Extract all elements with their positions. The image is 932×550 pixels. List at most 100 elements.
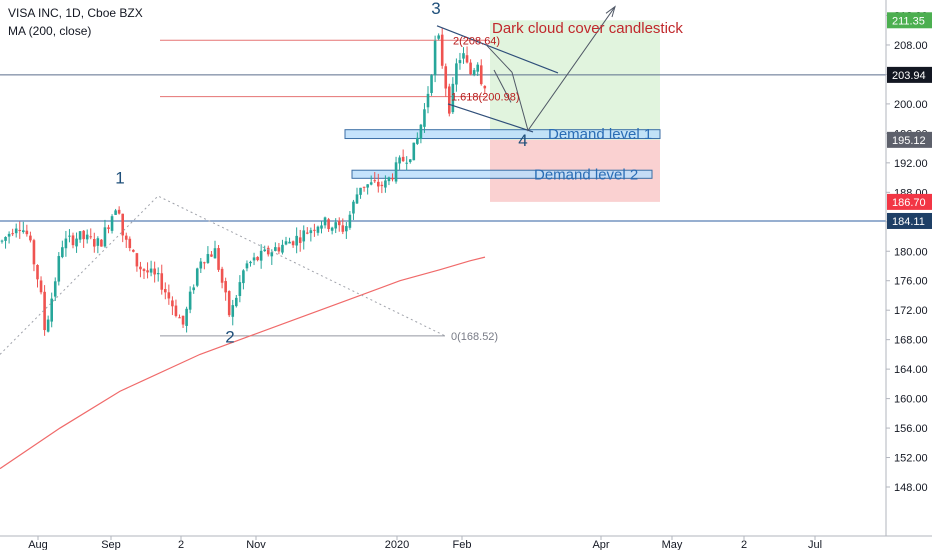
candle-body (61, 247, 64, 258)
wedge-upper-line (436, 25, 559, 74)
candle-body (210, 254, 213, 257)
candle-body (7, 233, 11, 237)
ma200-line (0, 256, 486, 470)
candle-body (309, 230, 313, 234)
candle-body (430, 75, 433, 93)
candle-body (156, 273, 160, 275)
candle-body (462, 53, 465, 59)
candle-body (192, 287, 195, 291)
candle-body (291, 241, 295, 246)
candle-body (14, 228, 18, 234)
time-tick-label: Apr (592, 539, 609, 550)
time-tick-label: Jul (808, 539, 822, 550)
candle-body (451, 83, 455, 113)
candle-body (153, 268, 156, 275)
candle-body (213, 248, 217, 259)
price-tick-label: 180.00 (894, 246, 928, 258)
price-badge-level (887, 212, 932, 229)
candle-body (380, 184, 384, 187)
candle-body (100, 239, 103, 247)
candle-body (408, 159, 412, 163)
candle-body (224, 281, 227, 293)
chart-symbol-title: VISA INC, 1D, Cboe BZX (8, 6, 143, 20)
candle-body (227, 291, 231, 316)
price-badge-target (887, 12, 932, 29)
candle-body (171, 300, 174, 307)
price-tick-label: 152.00 (894, 453, 928, 465)
candle-body (259, 250, 263, 261)
time-tick-label: Nov (246, 539, 266, 550)
price-badge-label-target: 211.35 (892, 15, 925, 27)
candle-body (238, 282, 242, 296)
candle-body (242, 270, 245, 284)
demand-zone-2[interactable] (351, 169, 653, 179)
projection-path (486, 6, 616, 132)
demand-zone-label-1: Demand level 1 (548, 126, 652, 143)
fib-label-0: 2(208.64) (453, 35, 500, 47)
candle-body (366, 184, 369, 188)
candle-body (96, 238, 100, 246)
candle-body (57, 256, 61, 282)
candle-body (114, 210, 117, 215)
wave-label-1: 1 (115, 168, 124, 187)
candle-body (345, 226, 348, 232)
price-tick-label: 160.00 (894, 394, 928, 406)
candle-body (164, 289, 167, 293)
time-tick-label: Sep (101, 539, 121, 550)
demand-zone-1[interactable] (344, 129, 661, 140)
candle-body (89, 236, 93, 238)
price-tick-label: 156.00 (894, 423, 928, 435)
candle-body (85, 234, 89, 240)
target-zone (490, 20, 660, 140)
candle-body (277, 247, 281, 252)
candle-body (103, 227, 107, 247)
candle-body (334, 222, 337, 229)
candle-body (341, 225, 345, 232)
candle-body (302, 230, 306, 242)
candle-body (178, 317, 181, 319)
candle-body (68, 235, 71, 237)
time-tick-label: Feb (453, 539, 472, 550)
candle-body (373, 180, 377, 182)
demand-zone-label-2: Demand level 2 (534, 166, 638, 183)
candle-body (185, 308, 188, 326)
candle-body (288, 241, 291, 244)
candle-body (36, 264, 39, 280)
candle-body (124, 235, 128, 240)
candle-body (160, 273, 164, 290)
candle-body (135, 253, 139, 267)
candle-body (274, 247, 277, 251)
price-badge-label-current: 203.94 (892, 70, 926, 82)
candle-body (174, 305, 178, 316)
price-axis: 148.00 152.00 156.00 160.00 164.00 168.00 172.… (885, 0, 932, 536)
candle-body (327, 219, 330, 230)
price-badge-label-demand: 195.12 (892, 135, 926, 147)
price-tick-label: 200.00 (894, 99, 928, 111)
time-tick-label: May (662, 539, 683, 550)
time-tick-label: 2 (178, 539, 184, 550)
candle-body (128, 238, 132, 249)
candle-body (323, 217, 327, 226)
price-tick-label: 208.00 (894, 40, 928, 52)
candle-body (203, 262, 206, 264)
candle-body (295, 235, 298, 246)
candle-body (139, 266, 142, 270)
fib-label-1: 1.618(200.98) (451, 92, 520, 104)
candle-body (263, 249, 266, 252)
candle-body (384, 180, 387, 188)
candle-body (476, 64, 479, 72)
fib-label-2: 0(168.52) (451, 331, 498, 343)
candle-body (132, 249, 135, 252)
candle-body (281, 244, 284, 253)
candle-body (235, 297, 238, 307)
time-tick-label: Aug (28, 539, 48, 550)
candle-body (78, 231, 82, 240)
candles-layer (0, 27, 487, 336)
candle-body (359, 187, 362, 195)
candle-body (71, 235, 75, 246)
candle-body (306, 232, 309, 234)
candle-body (195, 268, 199, 286)
wedge-lower-line (447, 103, 534, 133)
candle-body (75, 238, 78, 247)
